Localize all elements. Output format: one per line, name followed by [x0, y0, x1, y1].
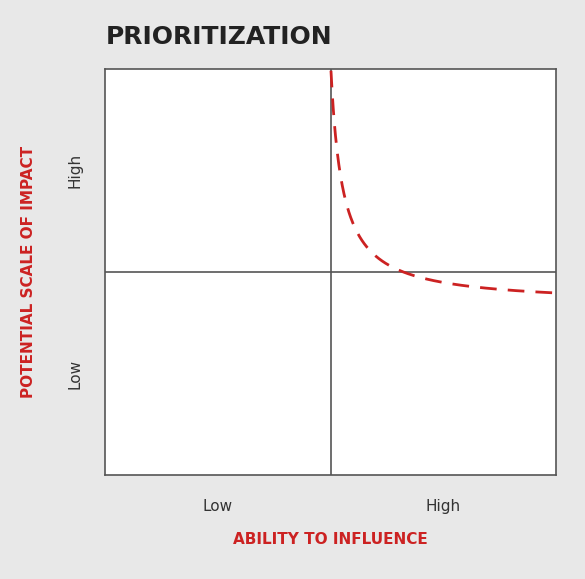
Text: High: High	[425, 499, 461, 514]
Text: High: High	[68, 153, 83, 188]
Text: Low: Low	[203, 499, 233, 514]
Text: ABILITY TO INFLUENCE: ABILITY TO INFLUENCE	[233, 532, 428, 547]
Text: PRIORITIZATION: PRIORITIZATION	[105, 25, 332, 49]
Text: POTENTIAL SCALE OF IMPACT: POTENTIAL SCALE OF IMPACT	[21, 146, 36, 398]
Text: Low: Low	[68, 358, 83, 389]
